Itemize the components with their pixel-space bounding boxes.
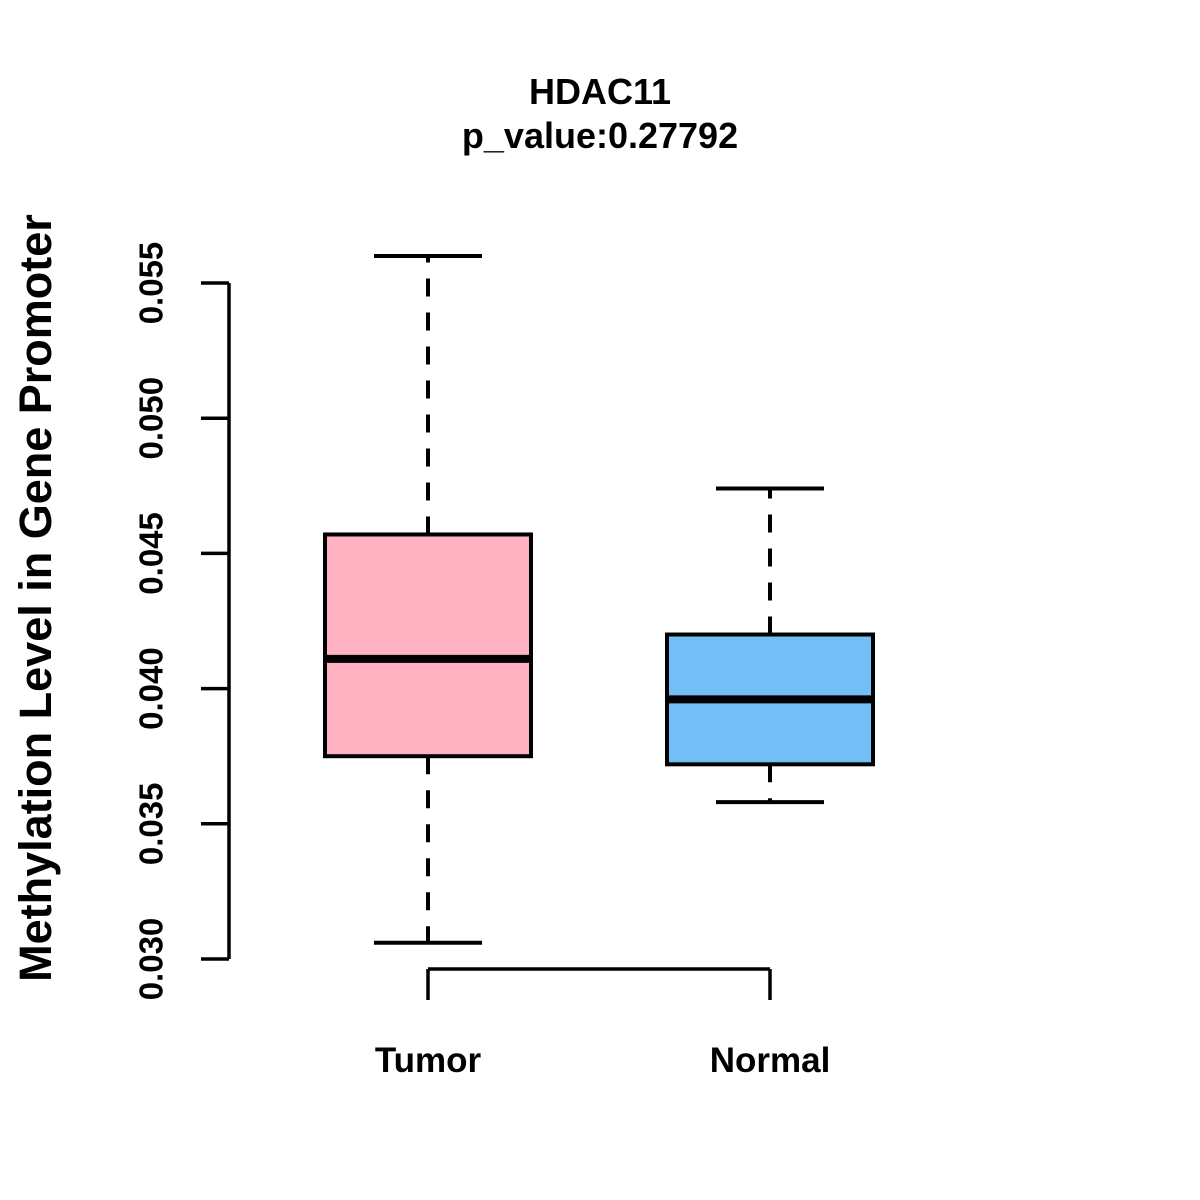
y-tick-label: 0.035: [133, 783, 170, 866]
y-tick-label: 0.040: [133, 647, 170, 730]
boxes-group: [323, 253, 875, 945]
axes-group: 0.030 0.035 0.040 0.045 0.050 0.055: [133, 242, 772, 1001]
box-rect-tumor: [323, 532, 533, 759]
x-category-label-normal: Normal: [710, 1041, 831, 1080]
x-category-label-tumor: Tumor: [375, 1041, 482, 1080]
chart-title: HDAC11: [528, 71, 672, 112]
y-tick-label: 0.055: [133, 242, 170, 325]
y-tick-label: 0.045: [133, 512, 170, 595]
y-tick-label: 0.050: [133, 377, 170, 460]
chart-subtitle: p_value:0.27792: [461, 115, 739, 156]
y-tick-label: 0.030: [133, 918, 170, 1001]
